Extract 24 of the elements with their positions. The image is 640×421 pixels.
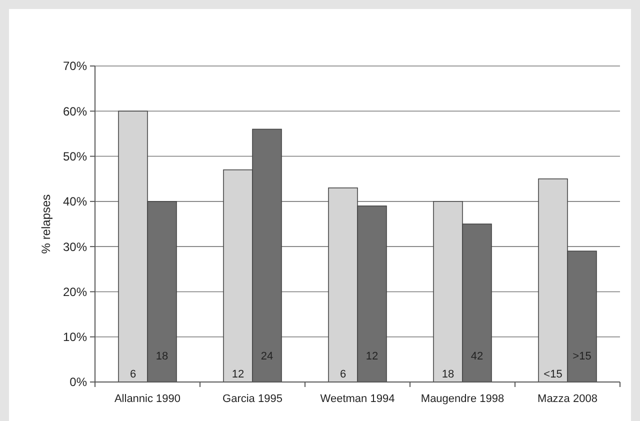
annotation: 12 [366,350,378,362]
x-tick-label: Weetman 1994 [320,393,395,405]
x-tick-label: Mazza 2008 [538,393,598,405]
annotation: 18 [442,368,454,380]
annotation: 42 [470,350,484,362]
x-tick-label: Maugendre 1998 [420,393,504,405]
x-tick-label: Allannic 1990 [114,393,181,405]
y-tick-label: 0% [70,375,88,390]
annotation: >15 [572,350,592,362]
annotation: 18 [156,350,168,362]
y-tick-label: 60% [62,104,88,118]
annotation: 6 [130,368,136,380]
y-tick-label: 50% [62,149,88,164]
y-axis-title: % relapses [39,194,53,254]
annotation: <15 [544,368,562,380]
y-tick-label: 20% [62,284,88,299]
annotation: 6 [340,368,346,380]
y-tick-label: 30% [62,240,88,254]
annotation: 24 [260,350,274,362]
y-tick-label: 40% [62,194,88,209]
y-tick-label: 10% [62,330,88,344]
annotation: 12 [232,368,244,380]
y-tick-label: 70% [62,59,88,74]
x-tick-label: Garcia 1995 [222,393,282,405]
